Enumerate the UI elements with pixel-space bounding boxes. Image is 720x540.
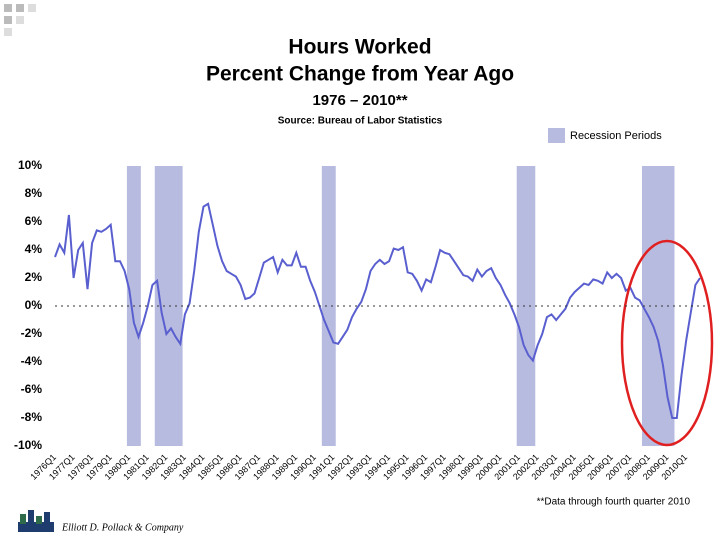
- y-tick-label: -4%: [21, 354, 43, 368]
- y-tick-label: -2%: [21, 326, 43, 340]
- y-tick-label: 10%: [18, 158, 42, 172]
- y-tick-label: 8%: [25, 186, 43, 200]
- highlight-ellipse: [620, 239, 714, 447]
- recession-band: [641, 166, 675, 446]
- company-logo: [18, 510, 54, 532]
- recession-band: [154, 166, 183, 446]
- legend-label: Recession Periods: [570, 130, 662, 142]
- recession-band: [321, 166, 336, 446]
- footnote: **Data through fourth quarter 2010: [537, 497, 691, 508]
- chart-title: Percent Change from Year Ago: [206, 63, 514, 86]
- chart-subtitle: 1976 – 2010**: [312, 92, 407, 109]
- y-tick-label: 6%: [25, 214, 43, 228]
- y-tick-label: 4%: [25, 242, 43, 256]
- y-tick-label: 0%: [25, 298, 43, 312]
- y-tick-label: -10%: [14, 438, 42, 452]
- legend-swatch: [548, 128, 565, 143]
- y-tick-label: 2%: [25, 270, 43, 284]
- source: Source: Bureau of Labor Statistics: [278, 116, 443, 127]
- company-name: Elliott D. Pollack & Company: [61, 522, 184, 533]
- corner-logo: [4, 4, 36, 36]
- y-tick-label: -8%: [21, 410, 43, 424]
- chart-title: Hours Worked: [288, 36, 431, 59]
- y-tick-label: -6%: [21, 382, 43, 396]
- line-series: [54, 202, 701, 419]
- recession-band: [516, 166, 536, 446]
